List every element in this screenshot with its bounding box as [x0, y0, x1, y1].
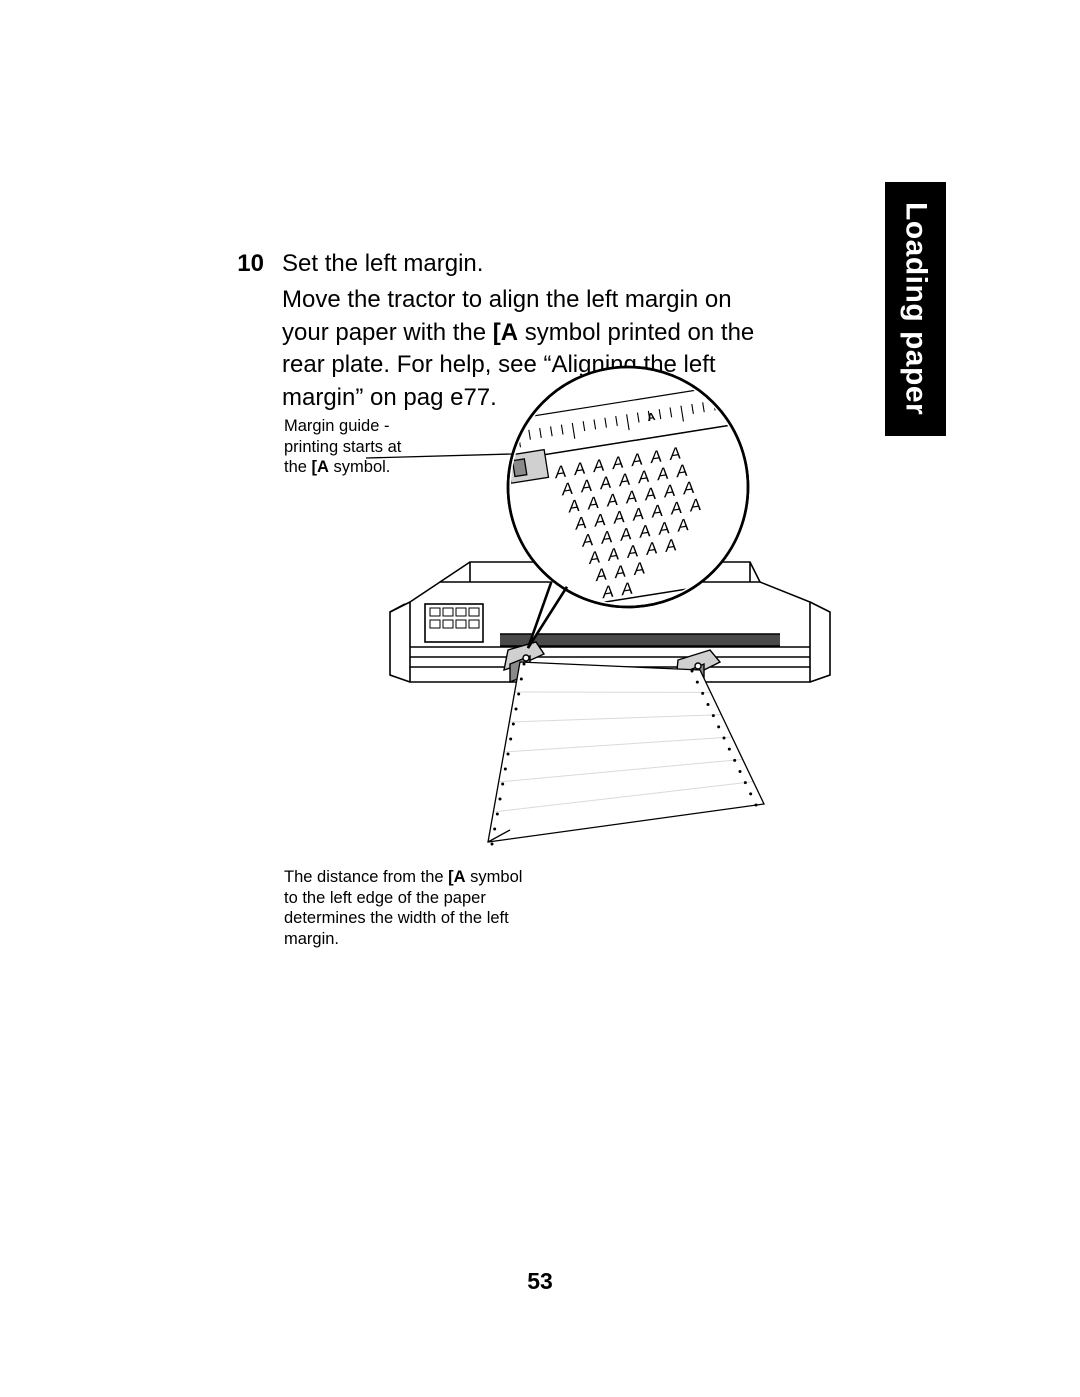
caption-distance: The distance from the [A symbol to the l… [284, 867, 539, 950]
step-number: 10 [230, 248, 264, 418]
section-tab: Loading paper [885, 182, 946, 436]
section-tab-label: Loading paper [899, 202, 933, 415]
printer-svg: A AAAAAAAAAAAAAAAAAAAAAAAAAAAAAAAAAAAAAA… [380, 412, 860, 852]
page-number: 53 [0, 1268, 1080, 1295]
step-title: Set the left margin. [282, 248, 760, 280]
printer-figure: A AAAAAAAAAAAAAAAAAAAAAAAAAAAAAAAAAAAAAA… [380, 412, 860, 852]
